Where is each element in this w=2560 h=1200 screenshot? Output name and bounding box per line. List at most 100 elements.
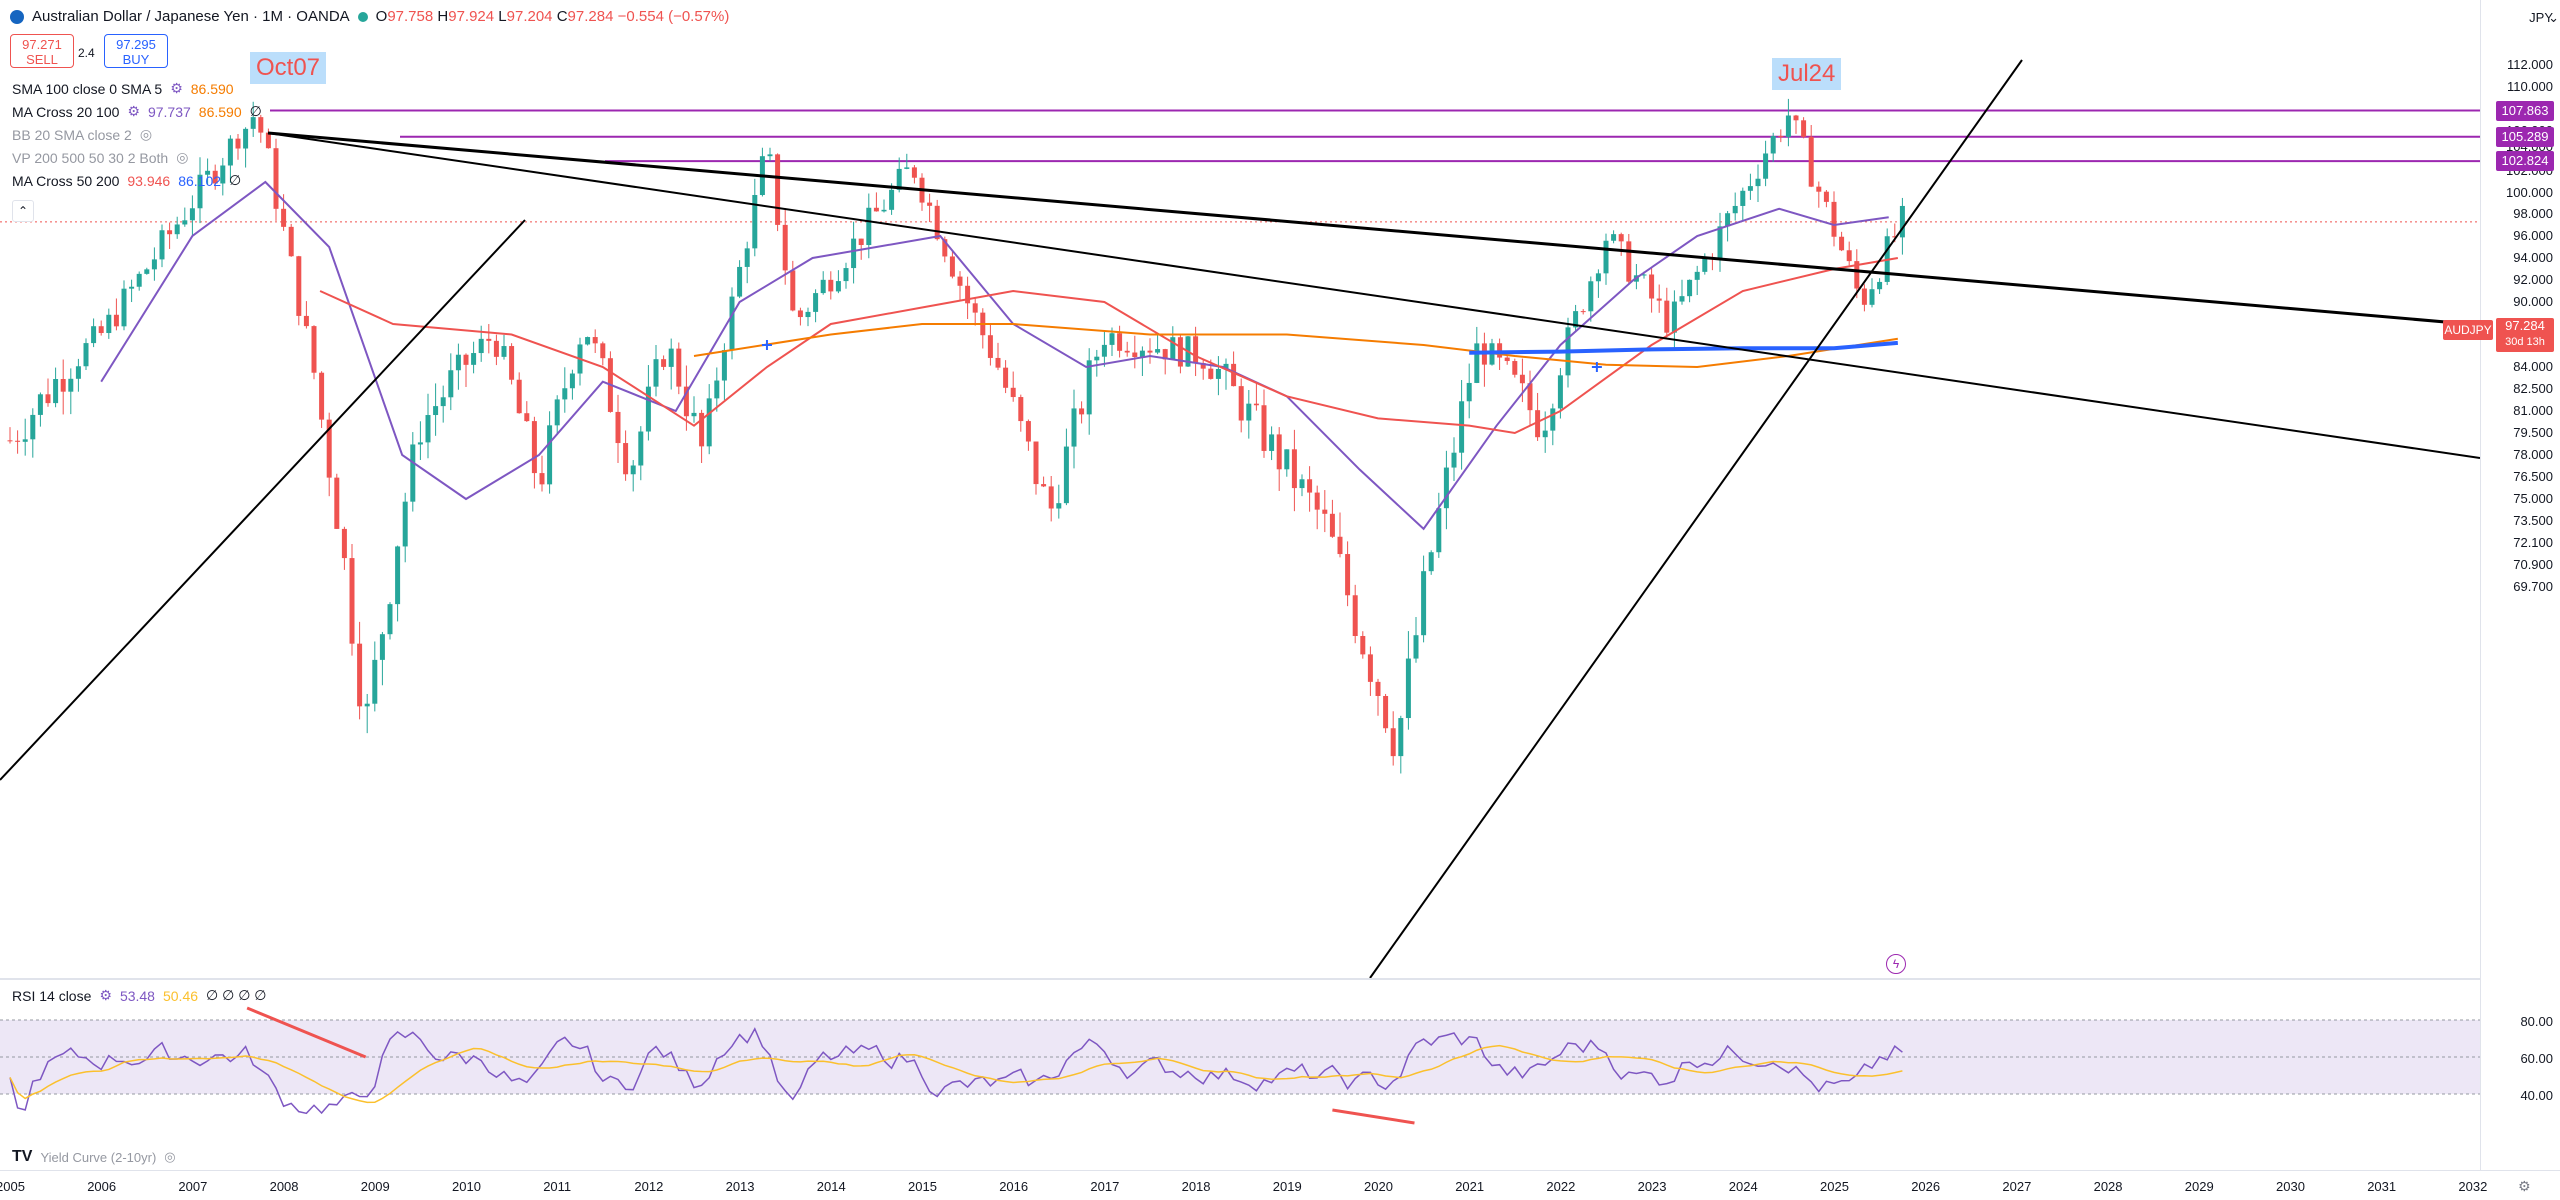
candle-body	[1740, 190, 1746, 206]
indicator-bb[interactable]: BB 20 SMA close 2 ◎	[12, 126, 152, 143]
candle-body	[737, 266, 743, 297]
candle-body	[752, 195, 758, 249]
candle-body	[1193, 336, 1199, 364]
indicator-sma100[interactable]: SMA 100 close 0 SMA 5 ⚙ 86.590	[12, 80, 234, 97]
candle-body	[1436, 508, 1442, 553]
rsi-ma-line	[9, 1044, 1903, 1104]
symbol-title[interactable]: Australian Dollar / Japanese Yen · 1M · …	[32, 8, 350, 25]
candle-body	[1337, 536, 1343, 555]
candle-body	[98, 326, 104, 334]
indicator-ma-cross-20-100[interactable]: MA Cross 20 100 ⚙ 97.737 86.590 ∅	[12, 103, 262, 120]
candle-body	[30, 414, 36, 440]
candle-body	[1101, 344, 1107, 357]
candle-body	[182, 220, 188, 225]
candle-body	[1854, 261, 1860, 289]
candle-body	[174, 224, 180, 235]
candle-body	[493, 340, 499, 357]
candle-body	[965, 285, 971, 304]
year-tick: 2028	[2093, 1179, 2123, 1194]
symbol-legend: Australian Dollar / Japanese Yen · 1M · …	[10, 8, 729, 25]
chevron-up-icon[interactable]: ⌃	[12, 200, 34, 222]
candle-body	[516, 379, 522, 414]
candle-body	[790, 270, 796, 311]
candle-body	[1284, 449, 1290, 470]
price-tick: 82.500	[2513, 381, 2553, 396]
candle-body	[1079, 408, 1085, 415]
lightning-icon[interactable]: ϟ	[1886, 954, 1906, 974]
candle-body	[1846, 250, 1852, 262]
candle-body	[1451, 452, 1457, 468]
settings-icon[interactable]: ⚙	[99, 987, 112, 1003]
candle-body	[334, 477, 340, 529]
rsi-legend[interactable]: RSI 14 close ⚙ 53.48 50.46 ∅ ∅ ∅ ∅	[12, 987, 266, 1004]
candle-body	[1694, 271, 1700, 280]
candle-body	[1261, 405, 1267, 451]
price-chart[interactable]	[0, 0, 2480, 980]
ma50-line	[319, 257, 1899, 435]
current-price-label: 97.284 30d 13h	[2496, 318, 2554, 352]
candle-body	[1747, 186, 1753, 191]
indicator-vp[interactable]: VP 200 500 50 30 2 Both ◎	[12, 149, 188, 166]
year-tick: 2029	[2184, 1179, 2214, 1194]
candle-body	[1109, 333, 1115, 345]
candle-body	[1717, 226, 1723, 259]
candle-body	[189, 208, 195, 221]
settings-icon[interactable]: ⚙	[127, 103, 140, 119]
year-tick: 2020	[1364, 1179, 1393, 1194]
buy-button[interactable]: 97.295 BUY	[104, 34, 168, 68]
candle-body	[1071, 408, 1077, 447]
candle-body	[1086, 360, 1092, 415]
candle-body	[1094, 356, 1100, 361]
candle-body	[858, 238, 864, 246]
candle-body	[828, 279, 834, 292]
candle-body	[1861, 288, 1867, 305]
candle-body	[60, 379, 66, 392]
sma100-line	[693, 323, 1898, 369]
candle-body	[592, 337, 598, 344]
candle-body	[1413, 635, 1419, 659]
year-tick: 2027	[2002, 1179, 2032, 1194]
eye-hidden-icon[interactable]: ◎	[139, 126, 153, 142]
candle-body	[1892, 236, 1898, 238]
candle-body	[227, 138, 233, 166]
gear-icon[interactable]: ⚙	[2518, 1178, 2531, 1194]
settings-icon[interactable]: ⚙	[170, 80, 183, 96]
currency-label[interactable]: JPY	[2529, 10, 2553, 25]
trendline-resistance-lower	[267, 132, 2480, 459]
pane-divider[interactable]	[0, 978, 2480, 980]
candle-body	[1801, 120, 1807, 137]
candle-body	[1808, 136, 1814, 187]
price-scale[interactable]: JPY ⌄ 112.000110.000108.000106.000104.00…	[2480, 0, 2560, 980]
eye-hidden-icon[interactable]: ◎	[176, 149, 189, 165]
candle-body	[1656, 298, 1662, 301]
rsi-scale[interactable]: 80.00 60.00 40.00	[2480, 980, 2560, 1170]
candle-body	[1595, 273, 1601, 282]
candle-body	[425, 415, 431, 443]
eye-hidden-icon[interactable]: ◎	[164, 1149, 176, 1164]
year-tick: 2016	[999, 1179, 1029, 1194]
candle-body	[813, 293, 819, 312]
candle-body	[509, 346, 515, 380]
yield-curve-legend[interactable]: TV Yield Curve (2-10yr) ◎	[12, 1148, 176, 1166]
sell-button[interactable]: 97.271 SELL	[10, 34, 74, 68]
sell-price: 97.271	[22, 37, 62, 52]
rsi-pane[interactable]	[0, 980, 2480, 1170]
chevron-down-icon[interactable]: ⌄	[2548, 10, 2559, 25]
year-tick: 2031	[2367, 1179, 2397, 1194]
annotation-jul24[interactable]: Jul24	[1772, 58, 1842, 90]
rsi-line	[9, 1027, 1903, 1115]
candle-body	[995, 357, 1001, 368]
candle-body	[775, 154, 781, 225]
candle-body	[349, 558, 355, 644]
candle-body	[1527, 383, 1533, 411]
rsi-name: RSI 14 close	[12, 987, 92, 1004]
price-tick: 100.000	[2506, 185, 2553, 200]
annotation-oct07[interactable]: Oct07	[250, 52, 327, 84]
candle-body	[972, 303, 978, 313]
indicator-ma-cross-50-200[interactable]: MA Cross 50 200 93.946 86.102 ∅	[12, 172, 241, 189]
price-tick: 94.000	[2513, 250, 2553, 265]
candle-body	[91, 326, 97, 344]
price-tick: 69.700	[2513, 579, 2553, 594]
candle-body	[402, 501, 408, 547]
